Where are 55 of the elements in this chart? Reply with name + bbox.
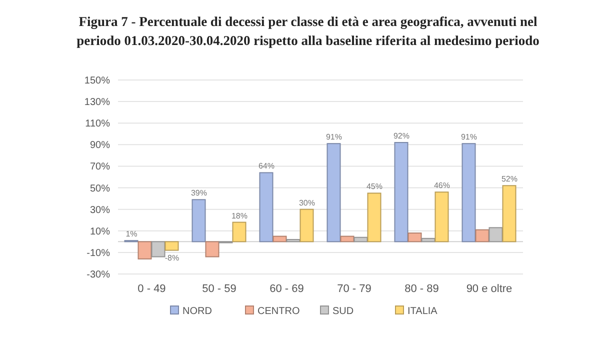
x-tick-label: 0 - 49: [138, 283, 166, 295]
x-tick-label: 60 - 69: [270, 283, 304, 295]
x-tick-label: 90 e oltre: [466, 283, 512, 295]
bar: [340, 236, 354, 242]
x-tick-label: 80 - 89: [404, 283, 439, 295]
bar: [300, 208, 314, 242]
bar: [326, 143, 341, 242]
data-label: 52%: [501, 174, 518, 184]
data-label: 1%: [126, 230, 138, 239]
data-label: 92%: [393, 132, 410, 141]
y-tick-label: 10%: [90, 226, 110, 238]
legend-label: CENTRO: [258, 306, 300, 317]
bar: [151, 241, 166, 258]
bar: [164, 241, 179, 251]
x-tick-label: 50 - 59: [202, 283, 236, 295]
bar: [259, 172, 274, 242]
data-label: 30%: [298, 198, 316, 208]
data-label: 91%: [326, 132, 342, 142]
data-label: 39%: [190, 188, 208, 198]
y-tick-label: 90%: [90, 140, 110, 152]
data-label: -8%: [164, 253, 180, 262]
bar: [232, 222, 246, 242]
bar: [205, 241, 220, 258]
legend-label: NORD: [182, 306, 212, 317]
bar: [192, 199, 206, 242]
legend-label: SUD: [332, 306, 354, 317]
x-tick-label: 70 - 79: [337, 283, 372, 295]
y-tick-label: -30%: [86, 270, 110, 280]
y-tick-label: 130%: [84, 97, 110, 108]
bar: [462, 143, 476, 242]
bar: [434, 192, 449, 242]
y-tick-label: -10%: [86, 248, 110, 259]
y-tick-label: 110%: [85, 118, 110, 130]
y-tick-label: 30%: [90, 204, 110, 216]
data-label: 64%: [258, 162, 275, 171]
bar: [272, 236, 287, 242]
data-label: 91%: [460, 132, 478, 142]
data-label: 18%: [231, 211, 248, 220]
data-label: 45%: [366, 182, 383, 192]
bar: [502, 185, 516, 242]
y-tick-label: 150%: [84, 76, 110, 86]
data-label: 46%: [434, 181, 450, 190]
bar: [408, 232, 422, 242]
bar: [138, 241, 152, 260]
legend-label: ITALIA: [408, 306, 438, 317]
bar: [488, 227, 503, 242]
bar: [421, 238, 436, 242]
bar: [367, 192, 382, 242]
bar: [475, 229, 490, 242]
chart-title: Figura 7 - Percentuale di decessi per classe di età e area geografica, avvenuti nel periodo 01.03.2020-30.04.2020 rispetto alla baseline riferita al medesimo periodo: [76, 14, 540, 48]
y-tick-label: 50%: [90, 183, 110, 194]
bar: [286, 239, 300, 242]
y-tick-label: 70%: [90, 162, 110, 173]
bar: [394, 142, 408, 242]
bar: [354, 236, 368, 242]
